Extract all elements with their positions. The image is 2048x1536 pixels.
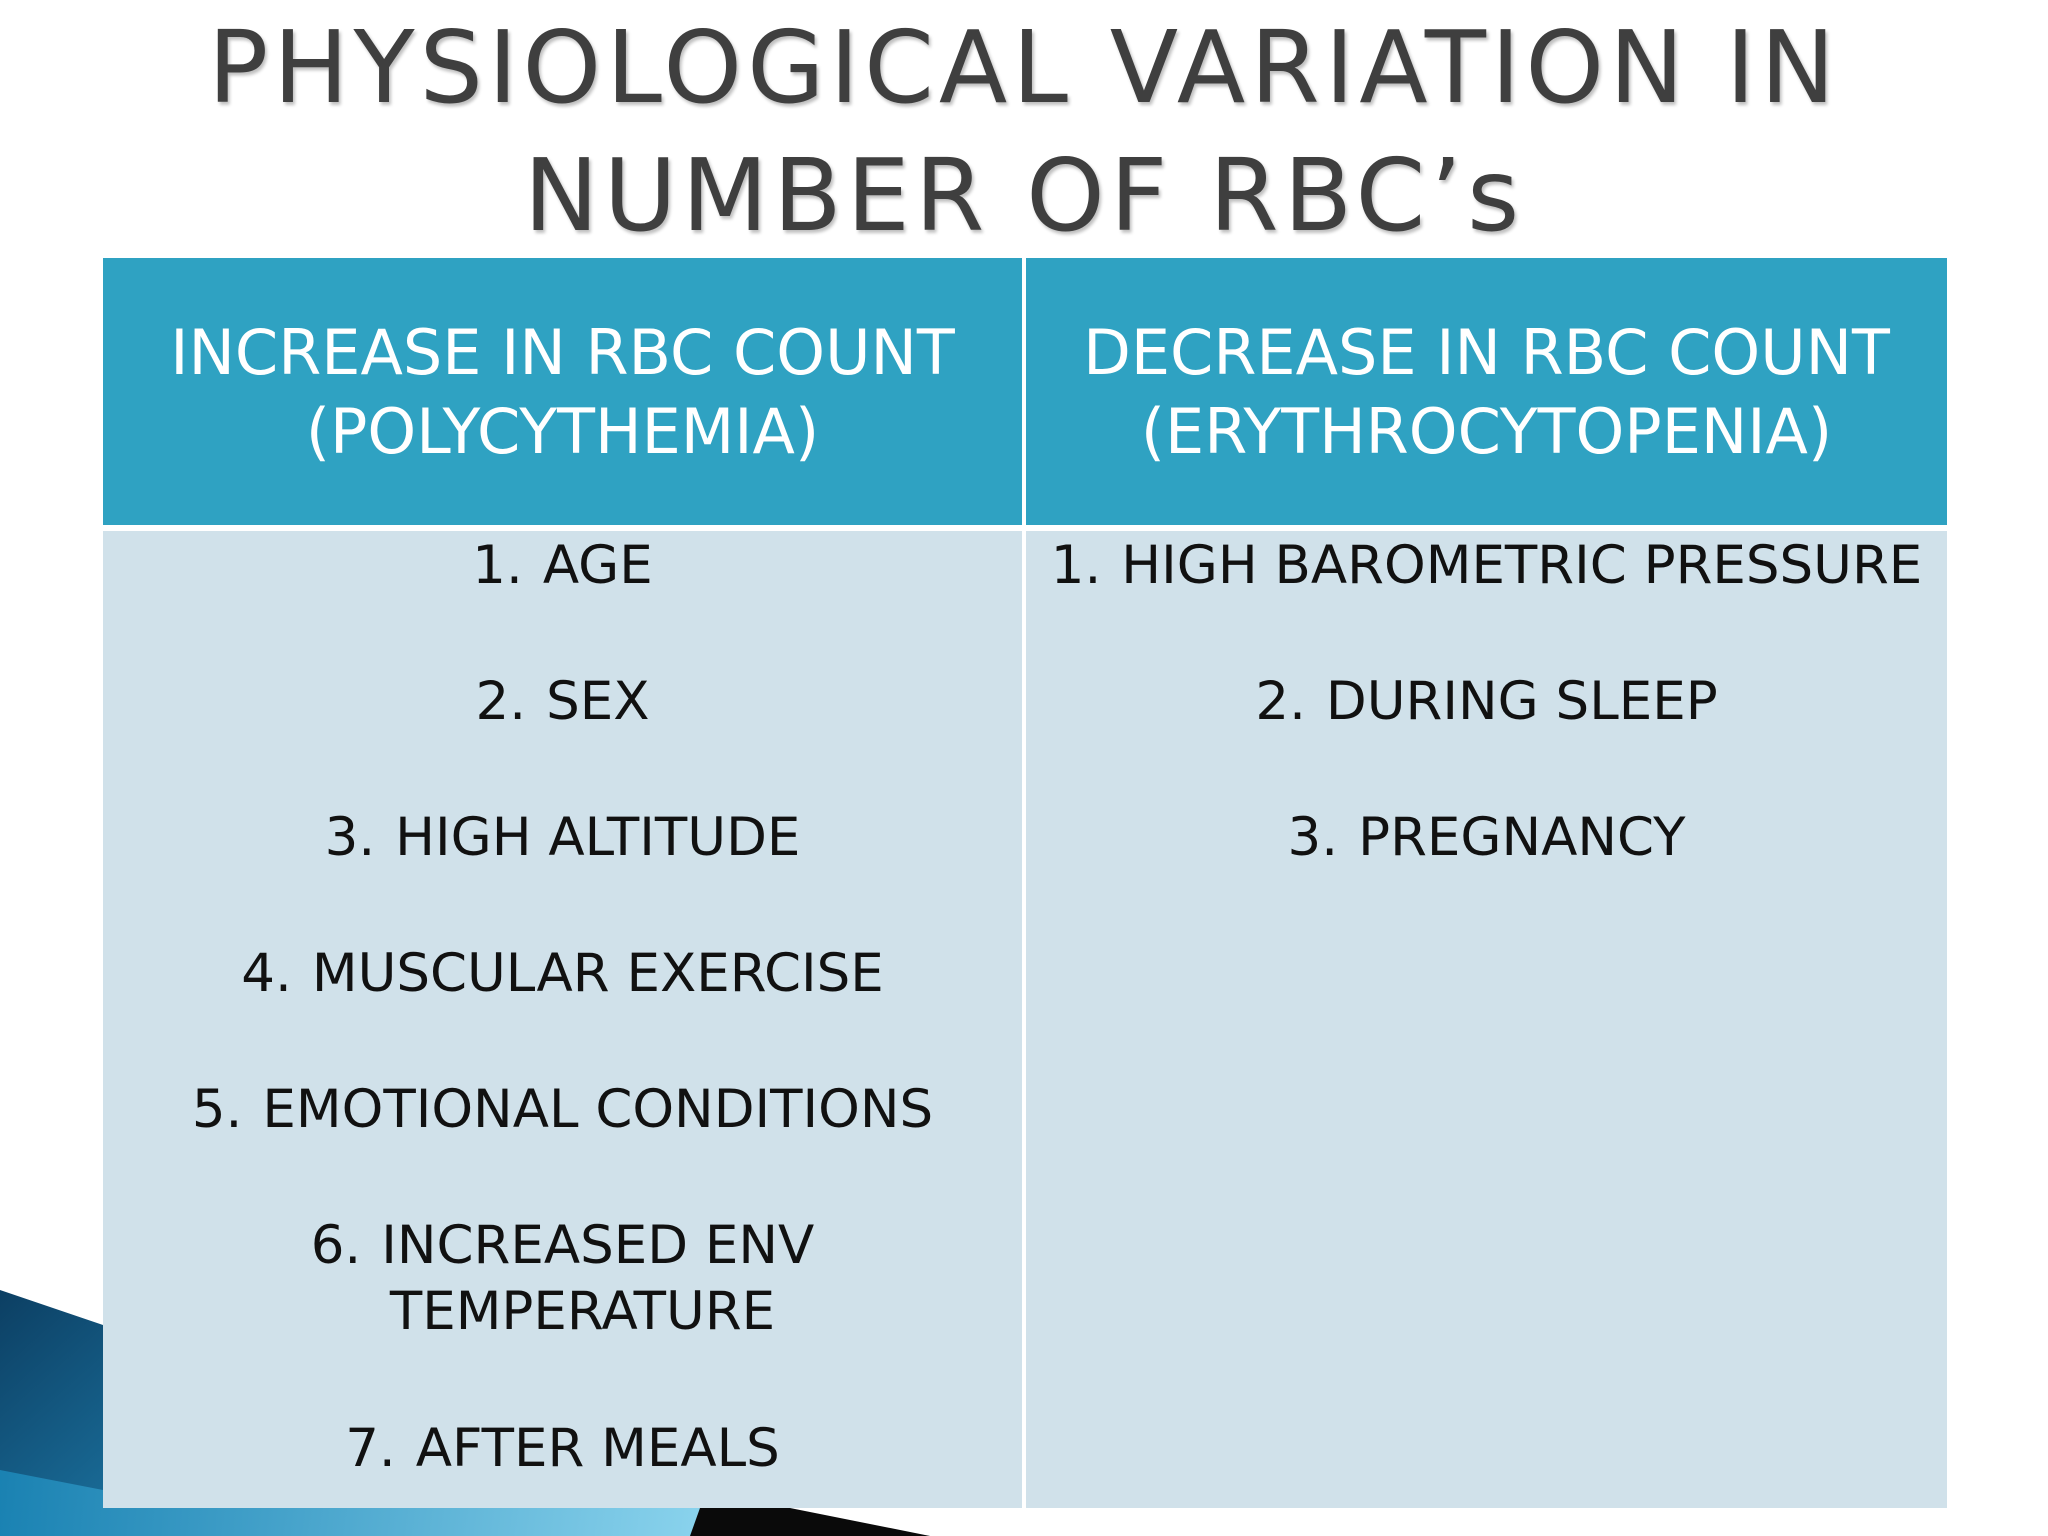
title-line-1: PHYSIOLOGICAL VARIATION IN — [207, 9, 1841, 126]
item-number: 1. — [472, 535, 523, 596]
increase-body: 1. AGE 2. SEX 3. HIGH ALTITUDE 4. MUSCULAR E… — [103, 531, 1022, 1508]
item-number: 3. — [324, 807, 376, 868]
comparison-table: INCREASE IN RBC COUNT (POLYCYTHEMIA) 1. A… — [103, 258, 1947, 1508]
list-item: 1. AGE — [103, 533, 1022, 599]
item-text: HIGH BAROMETRIC PRESSURE — [1121, 535, 1923, 596]
item-text: SEX — [546, 671, 650, 732]
decrease-column: DECREASE IN RBC COUNT (ERYTHROCYTOPENIA)… — [1026, 258, 1947, 1508]
item-text: INCREASED ENV — [381, 1215, 815, 1276]
list-item: 5. EMOTIONAL CONDITIONS — [103, 1077, 1022, 1143]
slide-title: PHYSIOLOGICAL VARIATION IN NUMBER OF RBC… — [0, 4, 2048, 260]
item-number: 4. — [241, 943, 292, 1004]
item-text: HIGH ALTITUDE — [395, 807, 801, 868]
item-number: 7. — [345, 1418, 396, 1479]
decrease-header-line-2: (ERYTHROCYTOPENIA) — [1140, 394, 1833, 468]
list-item: 7. AFTER MEALS — [103, 1416, 1022, 1482]
item-number: 2. — [1255, 671, 1306, 732]
list-item: 3. PREGNANCY — [1026, 805, 1947, 871]
item-number: 1. — [1050, 535, 1102, 596]
item-text: AFTER MEALS — [415, 1418, 780, 1479]
item-number: 6. — [310, 1215, 362, 1276]
list-item: 6. INCREASED ENV TEMPERATURE — [103, 1213, 1022, 1345]
list-item: 2. DURING SLEEP — [1026, 669, 1947, 735]
list-item: 2. SEX — [103, 669, 1022, 735]
title-line-2: NUMBER OF RBC’s — [523, 137, 1525, 254]
increase-header-line-1: INCREASE IN RBC COUNT — [170, 315, 955, 389]
item-number: 5. — [191, 1079, 243, 1140]
list-item: 1. HIGH BAROMETRIC PRESSURE — [1026, 533, 1947, 599]
increase-column: INCREASE IN RBC COUNT (POLYCYTHEMIA) 1. A… — [103, 258, 1022, 1508]
decrease-body: 1. HIGH BAROMETRIC PRESSURE 2. DURING SLEE… — [1026, 531, 1947, 1508]
increase-header-line-2: (POLYCYTHEMIA) — [305, 394, 820, 468]
decrease-header-line-1: DECREASE IN RBC COUNT — [1083, 315, 1890, 389]
item-text: EMOTIONAL CONDITIONS — [262, 1079, 934, 1140]
increase-header: INCREASE IN RBC COUNT (POLYCYTHEMIA) — [103, 258, 1022, 525]
list-item: 3. HIGH ALTITUDE — [103, 805, 1022, 871]
item-number: 3. — [1287, 807, 1339, 868]
item-text-continuation: TEMPERATURE — [389, 1281, 776, 1342]
item-number: 2. — [475, 671, 527, 732]
item-text: PREGNANCY — [1358, 807, 1686, 868]
decrease-header: DECREASE IN RBC COUNT (ERYTHROCYTOPENIA) — [1026, 258, 1947, 525]
item-text: AGE — [542, 535, 653, 596]
item-text: DURING SLEEP — [1325, 671, 1718, 732]
list-item: 4. MUSCULAR EXERCISE — [103, 941, 1022, 1007]
item-text: MUSCULAR EXERCISE — [311, 943, 884, 1004]
